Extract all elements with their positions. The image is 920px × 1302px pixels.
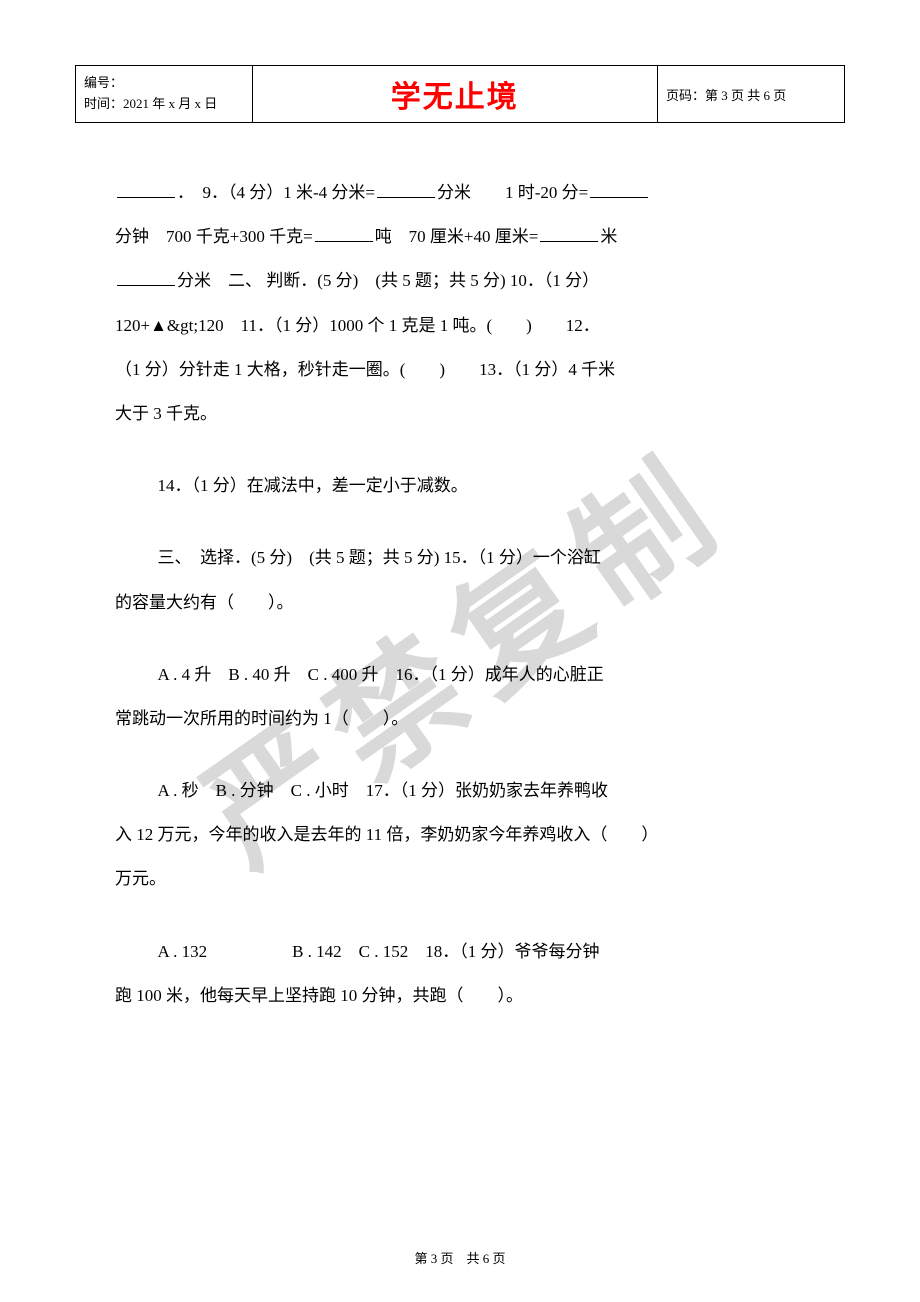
header-center-cell: 学无止境 [252,66,657,123]
header-table: 编号： 时间：2021 年 x 月 x 日 学无止境 页码：第 3 页 共 6 … [75,65,845,123]
paragraph-9: 的容量大约有（ ）。 [115,581,805,625]
blank-fill [315,225,373,242]
paragraph-11: 常跳动一次所用的时间约为 1（ ）。 [115,697,805,741]
blank-fill [540,225,598,242]
page-container: 编号： 时间：2021 年 x 月 x 日 学无止境 页码：第 3 页 共 6 … [0,0,920,1302]
document-body: ． 9．（4 分）1 米-4 分米= 分米 1 时-20 分= 分钟 700 千克… [75,171,845,1018]
header-id-line: 编号： [84,73,244,94]
blank-fill [117,269,175,286]
paragraph-5: （1 分）分针走 1 大格，秒针走一圈。( ) 13．（1 分）4 千米 [115,348,805,392]
text-fragment: 分米 二、 判断．(5 分) (共 5 题；共 5 分) 10．（1 分） [177,271,599,290]
paragraph-2: 分钟 700 千克+300 千克= 吨 70 厘米+40 厘米= 米 [115,215,805,259]
text-fragment: 吨 70 厘米+40 厘米= [375,227,539,246]
header-left-cell: 编号： 时间：2021 年 x 月 x 日 [76,66,253,123]
paragraph-13: 入 12 万元，今年的收入是去年的 11 倍，李奶奶家今年养鸡收入（ ） [115,813,805,857]
blank-fill [377,181,435,198]
paragraph-1: ． 9．（4 分）1 米-4 分米= 分米 1 时-20 分= [115,171,805,215]
header-title: 学无止境 [391,81,519,114]
paragraph-4: 120+▲&gt;120 11．（1 分）1000 个 1 克是 1 吨。( )… [115,304,805,348]
text-fragment: ． 9．（4 分）1 米-4 分米= [177,183,375,202]
text-fragment: 分米 1 时-20 分= [437,183,588,202]
text-fragment: 米 [600,227,617,246]
paragraph-16: 跑 100 米，他每天早上坚持跑 10 分钟，共跑（ ）。 [115,974,805,1018]
paragraph-8: 三、 选择．(5 分) (共 5 题；共 5 分) 15．（1 分）一个浴缸 [115,536,805,580]
paragraph-14: 万元。 [115,857,805,901]
header-date-line: 时间：2021 年 x 月 x 日 [84,94,244,115]
paragraph-10: A . 4 升 B . 40 升 C . 400 升 16．（1 分）成年人的心… [115,653,805,697]
paragraph-12: A . 秒 B . 分钟 C . 小时 17．（1 分）张奶奶家去年养鸭收 [115,769,805,813]
paragraph-3: 分米 二、 判断．(5 分) (共 5 题；共 5 分) 10．（1 分） [115,259,805,303]
page-footer: 第 3 页 共 6 页 [0,1248,920,1267]
paragraph-15: A . 132 B . 142 C . 152 18．（1 分）爷爷每分钟 [115,930,805,974]
header-right-cell: 页码：第 3 页 共 6 页 [657,66,844,123]
paragraph-7: 14．（1 分）在减法中，差一定小于减数。 [115,464,805,508]
blank-fill [590,181,648,198]
text-fragment: 分钟 700 千克+300 千克= [115,227,313,246]
paragraph-6: 大于 3 千克。 [115,392,805,436]
blank-fill [117,181,175,198]
